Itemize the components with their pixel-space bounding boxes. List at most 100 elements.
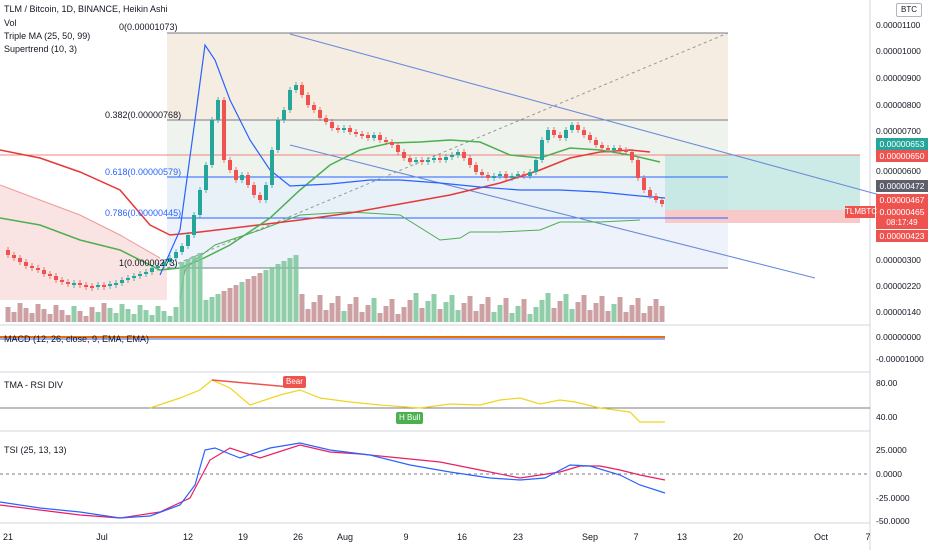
- volume-bars: [5, 253, 665, 322]
- price-tag-last: 0.00000465: [876, 206, 928, 218]
- volume-bar: [299, 294, 305, 322]
- volume-bar: [533, 307, 539, 322]
- volume-bar: [275, 264, 281, 322]
- volume-bar: [317, 295, 323, 322]
- volume-bar: [593, 303, 599, 322]
- currency-badge[interactable]: BTC: [896, 3, 922, 17]
- indicator-supertrend[interactable]: Supertrend (10, 3): [4, 44, 78, 54]
- fib-label-618: 0.618(0.00000579): [105, 167, 182, 177]
- candles: [6, 82, 664, 291]
- price-tag-target: 0.00000653: [876, 138, 928, 150]
- volume-bar: [491, 312, 497, 322]
- volume-bar: [611, 304, 617, 322]
- fib-zone-bottom: [167, 218, 728, 268]
- volume-bar: [341, 311, 347, 322]
- price-axis-label: 0.00000800: [876, 100, 921, 110]
- position-stop-zone: [665, 210, 860, 223]
- fib-label-382: 0.382(0.00000768): [105, 110, 182, 120]
- time-axis-label: Jul: [96, 532, 108, 542]
- price-axis-label: 0.00000140: [876, 307, 921, 317]
- tsi-axis-label: -50.0000: [876, 516, 910, 526]
- volume-bar: [293, 255, 299, 322]
- price-axis-label: 0.00000600: [876, 166, 921, 176]
- macd-title[interactable]: MACD (12, 26, close, 9, EMA, EMA): [4, 334, 150, 344]
- time-axis-label: 20: [732, 532, 744, 542]
- fib-label-786: 0.786(0.00000445): [105, 208, 182, 218]
- position-target-zone: [665, 155, 860, 210]
- volume-bar: [179, 262, 185, 322]
- time-axis-label: 13: [676, 532, 688, 542]
- volume-bar: [107, 308, 113, 322]
- volume-bar: [437, 309, 443, 322]
- symbol-title[interactable]: TLM / Bitcoin, 1D, BINANCE, Heikin Ashi: [4, 4, 168, 14]
- bear-signal-badge: Bear: [283, 376, 306, 388]
- volume-bar: [659, 306, 665, 322]
- volume-bar: [287, 258, 293, 322]
- volume-bar: [125, 309, 131, 322]
- price-axis-label: 0.00000900: [876, 73, 921, 83]
- volume-bar: [389, 299, 395, 322]
- volume-bar: [383, 306, 389, 322]
- volume-bar: [587, 310, 593, 322]
- price-tag-high: 0.00000467: [876, 194, 928, 206]
- ma25-line: [159, 43, 666, 276]
- tsi-title[interactable]: TSI (25, 13, 13): [4, 445, 67, 455]
- countdown-timer: 08:17:49: [876, 217, 928, 229]
- volume-bar: [239, 282, 245, 322]
- price-tag-stop: 0.00000423: [876, 230, 928, 242]
- volume-bar: [479, 304, 485, 322]
- volume-bar: [629, 305, 635, 322]
- volume-bar: [323, 310, 329, 322]
- volume-bar: [137, 305, 143, 322]
- volume-bar: [17, 303, 23, 322]
- volume-bar: [521, 299, 527, 322]
- volume-bar: [551, 308, 557, 322]
- rsi-title[interactable]: TMA - RSI DIV: [4, 380, 64, 390]
- volume-bar: [143, 310, 149, 322]
- rsi-axis-label: 80.00: [876, 378, 898, 388]
- time-axis-label: 21: [2, 532, 14, 542]
- time-axis-label: 7: [633, 532, 639, 542]
- volume-bar: [431, 294, 437, 322]
- volume-bar: [305, 309, 311, 322]
- tsi-axis-label: 25.0000: [876, 445, 907, 455]
- volume-bar: [497, 305, 503, 322]
- volume-bar: [65, 315, 71, 322]
- volume-bar: [149, 315, 155, 322]
- volume-bar: [527, 314, 533, 322]
- bull-signal-badge: H Bull: [396, 412, 424, 424]
- volume-bar: [605, 311, 611, 322]
- indicator-vol[interactable]: Vol: [4, 18, 17, 28]
- volume-bar: [455, 310, 461, 322]
- volume-bar: [347, 304, 353, 322]
- volume-bar: [89, 307, 95, 322]
- fib-label-0: 0(0.00001073): [119, 22, 178, 32]
- volume-bar: [245, 279, 251, 322]
- volume-bar: [191, 256, 197, 322]
- volume-bar: [227, 288, 233, 322]
- volume-bar: [401, 307, 407, 322]
- volume-bar: [77, 311, 83, 322]
- macd-axis-label: -0.00001000: [876, 354, 924, 364]
- volume-bar: [599, 296, 605, 322]
- volume-bar: [83, 316, 89, 322]
- volume-bar: [467, 296, 473, 322]
- tsi-axis-label: -25.0000: [876, 493, 910, 503]
- indicator-triple-ma[interactable]: Triple MA (25, 50, 99): [4, 31, 91, 41]
- volume-bar: [53, 305, 59, 322]
- time-axis-label: 16: [456, 532, 468, 542]
- fib-label-1: 1(0.00000273): [119, 258, 178, 268]
- rsi-line: [149, 379, 665, 423]
- volume-bar: [263, 270, 269, 322]
- price-axis-label: 0.00000220: [876, 281, 921, 291]
- price-axis-label: 0.00000700: [876, 126, 921, 136]
- volume-bar: [281, 261, 287, 322]
- volume-bar: [365, 305, 371, 322]
- volume-bar: [617, 297, 623, 322]
- volume-bar: [269, 267, 275, 322]
- volume-bar: [5, 307, 11, 322]
- volume-bar: [11, 312, 17, 322]
- time-axis-label: 19: [237, 532, 249, 542]
- volume-bar: [155, 306, 161, 322]
